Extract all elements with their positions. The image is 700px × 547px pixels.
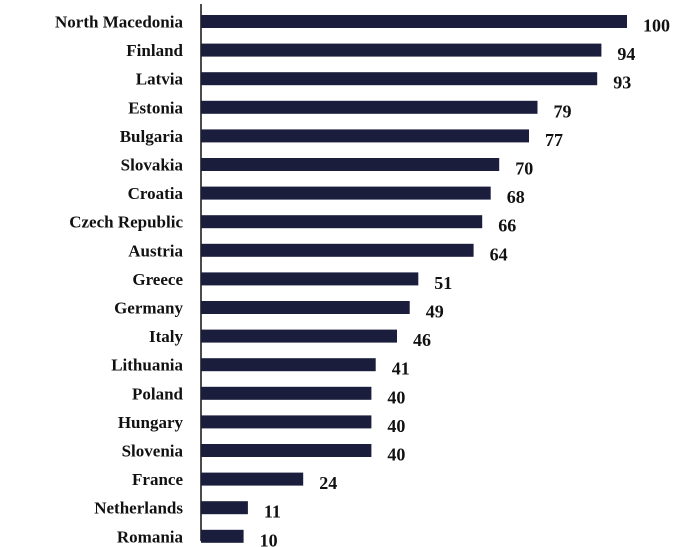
value-label: 24 bbox=[319, 473, 337, 493]
category-label: Bulgaria bbox=[120, 127, 184, 146]
category-label: Italy bbox=[149, 327, 184, 346]
category-label: Finland bbox=[126, 41, 183, 60]
value-label: 77 bbox=[545, 130, 563, 150]
category-labels-group: North Macedonia Finland Latvia Estonia Bulga… bbox=[55, 13, 184, 547]
value-label: 40 bbox=[387, 416, 405, 436]
bar-finland bbox=[201, 43, 602, 57]
value-label: 41 bbox=[392, 359, 410, 379]
category-label: North Macedonia bbox=[55, 13, 183, 32]
bars-group bbox=[201, 15, 627, 543]
value-label: 66 bbox=[498, 216, 516, 236]
value-label: 40 bbox=[387, 445, 405, 465]
value-label: 11 bbox=[264, 502, 281, 522]
value-label: 79 bbox=[554, 101, 572, 121]
category-label: Croatia bbox=[128, 184, 184, 203]
value-label: 10 bbox=[260, 530, 278, 547]
bar-greece bbox=[201, 272, 419, 286]
bar-italy bbox=[201, 329, 397, 343]
value-label: 70 bbox=[515, 159, 533, 179]
category-label: Germany bbox=[114, 299, 183, 318]
category-label: Netherlands bbox=[94, 499, 183, 518]
category-label: Estonia bbox=[128, 98, 183, 117]
category-label: Austria bbox=[128, 241, 183, 260]
bar-france bbox=[201, 472, 304, 486]
value-label: 46 bbox=[413, 330, 431, 350]
bar-croatia bbox=[201, 186, 491, 200]
category-label: Romania bbox=[117, 527, 184, 546]
value-label: 64 bbox=[490, 244, 508, 264]
category-label: Poland bbox=[132, 384, 184, 403]
category-label: Slovenia bbox=[122, 442, 184, 461]
value-label: 68 bbox=[507, 187, 525, 207]
bar-north-macedonia bbox=[201, 15, 627, 28]
bar-netherlands bbox=[201, 501, 248, 515]
value-label: 94 bbox=[617, 44, 635, 64]
bar-hungary bbox=[201, 415, 372, 429]
bar-germany bbox=[201, 301, 410, 314]
bar-bulgaria bbox=[201, 129, 529, 143]
bar-austria bbox=[201, 243, 474, 257]
category-label: Latvia bbox=[136, 70, 184, 89]
category-label: France bbox=[132, 470, 183, 489]
category-label: Lithuania bbox=[111, 356, 183, 375]
category-label: Czech Republic bbox=[69, 213, 183, 232]
bar-czech-republic bbox=[201, 215, 483, 229]
bar-slovakia bbox=[201, 158, 500, 171]
value-label: 40 bbox=[387, 387, 405, 407]
bar-latvia bbox=[201, 72, 598, 86]
bar-romania bbox=[201, 529, 244, 543]
bar-poland bbox=[201, 386, 372, 400]
value-label: 51 bbox=[434, 273, 452, 293]
value-label: 100 bbox=[643, 16, 670, 36]
category-label: Slovakia bbox=[121, 156, 184, 175]
value-label: 93 bbox=[613, 73, 631, 93]
category-label: Greece bbox=[132, 270, 183, 289]
bar-lithuania bbox=[201, 358, 376, 372]
category-label: Hungary bbox=[118, 413, 184, 432]
bar-slovenia bbox=[201, 444, 372, 457]
value-label: 49 bbox=[426, 302, 444, 322]
bar-estonia bbox=[201, 100, 538, 114]
